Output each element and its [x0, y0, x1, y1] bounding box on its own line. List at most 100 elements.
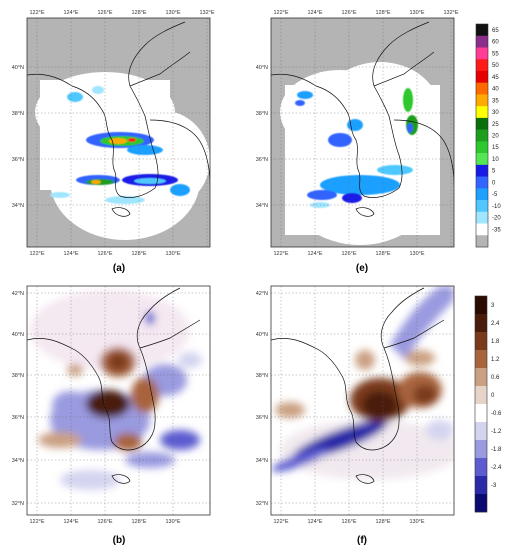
colorbar-tick-label: 35	[492, 98, 499, 104]
panel-f-lat-tick: 32°N	[256, 501, 268, 507]
colorbar-tick-label: 40	[492, 87, 499, 93]
colorbar-swatch	[476, 82, 488, 95]
panel-e-lon-tick: 132°E	[443, 10, 458, 16]
panel-b-lat-tick: 36°N	[12, 415, 24, 421]
panel-f-lon-tick: 124°E	[307, 519, 322, 525]
panel-e-radar-coverage	[280, 62, 440, 245]
panel-b-lat-tick: 40°N	[12, 332, 24, 338]
colorbar-swatch	[476, 24, 488, 37]
colorbar-tick-label: -1.8	[491, 447, 502, 453]
panel-b-lat-tick: 32°N	[12, 501, 24, 507]
panel-a-coastlines	[27, 21, 210, 217]
panel-b-lon-tick: 124°E	[63, 519, 78, 525]
anomaly-colorbar: 3 2.4 1.8 1.2 0.6 0 -0.6 -1.2 -1.8 -2.4 -3	[474, 295, 502, 513]
panel-f-lon-tick: 128°E	[375, 519, 390, 525]
panel-a-lon-tick: 132°E	[199, 10, 214, 16]
colorbar-swatch	[475, 404, 487, 423]
panel-a-lat-tick: 36°N	[12, 157, 24, 163]
panel-f-lon-tick: 126°E	[341, 519, 356, 525]
panel-a-gridlines	[27, 18, 210, 247]
panel-f-lat-tick: 42°N	[256, 291, 268, 297]
colorbar-swatch	[476, 211, 488, 224]
colorbar-tick-label: 10	[492, 157, 499, 163]
panel-a-lon-tick: 124°E	[63, 10, 78, 16]
panel-f-bottom-ticks: 122°E 124°E 126°E 128°E 130°E	[273, 519, 424, 525]
panel-e: 122°E 124°E 126°E 128°E 130°E 132°E 122°…	[256, 10, 459, 274]
colorbar-swatch	[476, 176, 488, 189]
colorbar-tick-label: 0.6	[491, 375, 500, 381]
panel-e-lat-ticks: 40°N 38°N 36°N 34°N	[256, 65, 268, 209]
panel-e-bottom-ticks: 122°E 124°E 126°E 128°E 130°E	[273, 251, 424, 257]
panel-f-anomaly-field	[271, 286, 454, 480]
colorbar-tick-label: 2.4	[491, 321, 500, 327]
panel-a-lat-tick: 38°N	[12, 111, 24, 117]
panel-f-lat-tick: 36°N	[256, 415, 268, 421]
panel-e-lon-tick: 128°E	[375, 251, 390, 257]
colorbar-tick-label: 0	[491, 393, 495, 399]
panel-f-lon-tick: 130°E	[409, 519, 424, 525]
panel-e-lat-tick: 34°N	[256, 203, 268, 209]
colorbar-swatch	[476, 153, 488, 166]
panel-a-lon-tick: 130°E	[165, 10, 180, 16]
colorbar-tick-label: -10	[492, 204, 501, 210]
panel-a: 122°E 124°E 126°E 128°E 130°E 132°E 122°…	[12, 10, 215, 274]
colorbar-swatch	[475, 368, 487, 387]
colorbar-swatch	[476, 200, 488, 213]
panel-a-caption: (a)	[113, 263, 125, 274]
panel-b-lat-tick: 42°N	[12, 291, 24, 297]
colorbar-tick-label: 65	[492, 28, 499, 34]
colorbar-swatch	[476, 94, 488, 107]
colorbar-swatch	[475, 458, 487, 477]
panel-e-lon-tick: 122°E	[273, 10, 288, 16]
colorbar-tick-label: 30	[492, 110, 499, 116]
panel-a-frame	[26, 17, 211, 248]
colorbar-tick-label: 55	[492, 51, 499, 57]
panel-a-lat-tick: 34°N	[12, 203, 24, 209]
panel-f-gridlines	[271, 286, 454, 515]
colorbar-tick-label: -2.4	[491, 465, 502, 471]
panel-f-lat-ticks: 42°N 40°N 38°N 36°N 34°N 32°N	[256, 291, 268, 507]
colorbar-tick-label: 1.8	[491, 339, 500, 345]
panel-b-lat-tick: 38°N	[12, 373, 24, 379]
panel-a-lon-tick: 124°E	[63, 251, 78, 257]
panel-e-caption: (e)	[356, 263, 368, 274]
panel-f-frame	[270, 285, 455, 516]
panel-e-lon-tick: 130°E	[409, 10, 424, 16]
colorbar-swatch	[476, 164, 488, 177]
colorbar-tick-label: 0	[492, 180, 496, 186]
colorbar-tick-label: 5	[492, 169, 496, 175]
panel-b-lon-tick: 130°E	[165, 519, 180, 525]
colorbar-swatch	[475, 314, 487, 333]
colorbar-tick-label: 15	[492, 145, 499, 151]
panel-a-lon-tick: 128°E	[131, 251, 146, 257]
panel-b-gridlines	[27, 286, 210, 515]
panel-e-lon-tick: 128°E	[375, 10, 390, 16]
colorbar-swatch	[475, 422, 487, 441]
panel-e-frame	[270, 17, 455, 248]
colorbar-tick-label: -20	[492, 216, 501, 222]
colorbar-swatch	[476, 188, 488, 201]
colorbar-tick-label: 60	[492, 40, 499, 46]
panel-e-lon-tick: 124°E	[307, 10, 322, 16]
colorbar-tick-label: -1.2	[491, 429, 502, 435]
colorbar-swatch	[475, 476, 487, 495]
panel-b-caption: (b)	[113, 535, 126, 546]
panel-a-lat-tick: 40°N	[12, 65, 24, 71]
colorbar-tick-label: -5	[492, 192, 498, 198]
panel-e-top-ticks: 122°E 124°E 126°E 128°E 130°E 132°E	[273, 10, 458, 16]
panel-a-lon-tick: 122°E	[29, 10, 44, 16]
panel-b-lon-tick: 128°E	[131, 519, 146, 525]
colorbar-tick-label: -0.6	[491, 411, 502, 417]
colorbar-tick-label: 20	[492, 134, 499, 140]
colorbar-swatch	[476, 141, 488, 154]
panel-b: 122°E 124°E 126°E 128°E 130°E 42°N 40°N …	[12, 285, 211, 546]
colorbar-swatch	[475, 296, 487, 315]
panel-f-lat-tick: 34°N	[256, 458, 268, 464]
colorbar-swatch	[475, 494, 487, 513]
panel-f-coastlines	[271, 287, 445, 484]
panel-b-lon-tick: 122°E	[29, 519, 44, 525]
panel-f-caption: (f)	[357, 535, 367, 546]
colorbar-swatch	[476, 59, 488, 72]
